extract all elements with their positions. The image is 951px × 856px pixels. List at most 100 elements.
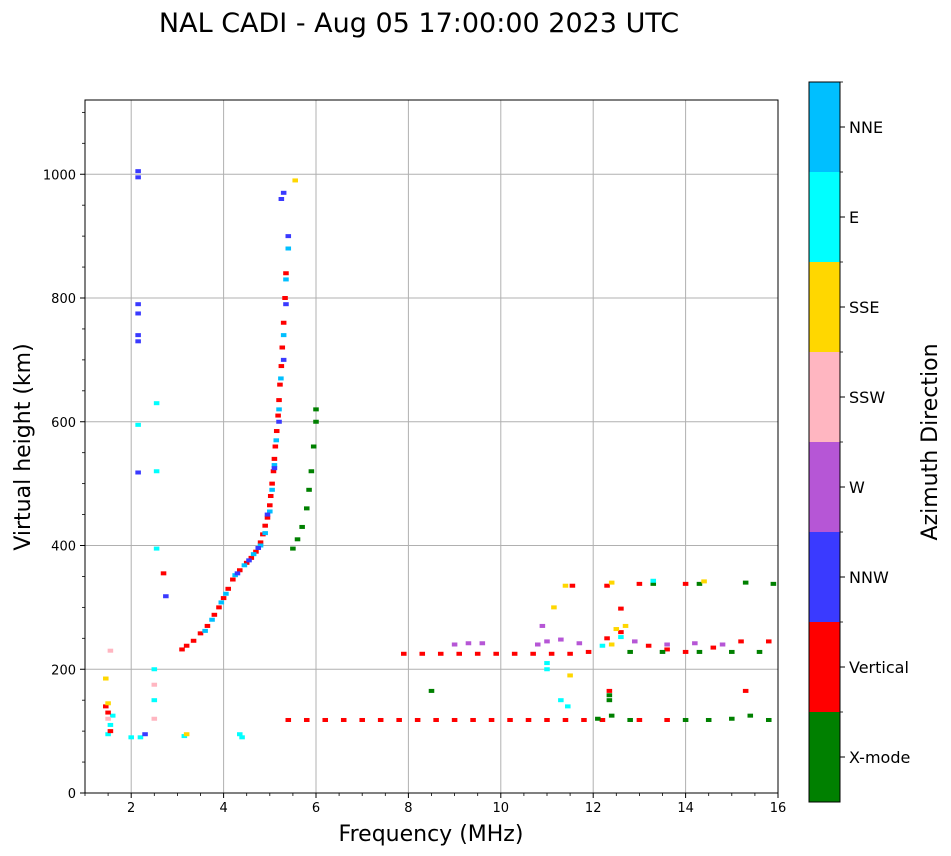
- echo-point: [135, 302, 141, 307]
- echo-point: [234, 571, 241, 576]
- echo-markers: [103, 169, 777, 740]
- echo-point: [294, 537, 301, 542]
- echo-point: [507, 717, 513, 722]
- echo-point: [135, 175, 141, 180]
- echo-point: [313, 407, 319, 412]
- colorbar-tick-label: NNW: [849, 568, 889, 587]
- echo-point: [197, 631, 204, 636]
- echo-point: [306, 487, 312, 492]
- x-tick-label: 8: [404, 801, 412, 816]
- echo-point: [729, 716, 735, 721]
- echo-point: [710, 645, 717, 650]
- echo-point: [105, 716, 111, 721]
- echo-point: [511, 651, 518, 656]
- echo-point: [151, 716, 158, 721]
- colorbar-segment: [809, 712, 840, 802]
- echo-point: [105, 732, 111, 737]
- echo-point: [278, 376, 284, 381]
- echo-point: [581, 717, 587, 722]
- echo-point: [479, 641, 486, 646]
- echo-point: [451, 717, 458, 722]
- echo-point: [204, 623, 211, 628]
- colorbar-segment: [809, 82, 840, 172]
- echo-point: [105, 710, 111, 715]
- echo-point: [151, 667, 158, 672]
- echo-point: [283, 277, 289, 282]
- echo-point: [569, 583, 576, 588]
- echo-point: [137, 735, 144, 740]
- echo-point: [209, 617, 215, 622]
- echo-point: [109, 713, 116, 718]
- y-tick-label: 0: [68, 787, 76, 802]
- echo-point: [225, 586, 231, 591]
- echo-point: [682, 649, 689, 654]
- echo-point: [282, 296, 288, 300]
- colorbar-label: Azimuth Direction: [918, 343, 943, 540]
- echo-point: [280, 357, 287, 362]
- echo-point: [544, 661, 550, 666]
- echo-point: [253, 549, 259, 554]
- echo-point: [539, 623, 546, 628]
- echo-point: [223, 591, 229, 596]
- y-tick-label: 200: [51, 663, 76, 678]
- echo-point: [292, 178, 298, 183]
- echo-point: [271, 456, 278, 461]
- echo-point: [270, 469, 277, 474]
- echo-point: [377, 717, 384, 722]
- colorbar-tick-label: SSE: [849, 298, 879, 317]
- echo-point: [565, 704, 571, 709]
- echo-point: [659, 649, 666, 654]
- colorbar-segment: [809, 622, 840, 712]
- echo-point: [153, 401, 160, 406]
- echo-point: [183, 643, 190, 648]
- echo-point: [465, 641, 472, 646]
- echo-point: [470, 717, 476, 722]
- echo-point: [742, 580, 749, 585]
- echo-point: [273, 438, 280, 443]
- echo-point: [250, 552, 257, 557]
- echo-point: [599, 717, 606, 722]
- x-axis-label: Frequency (MHz): [339, 822, 524, 847]
- echo-point: [396, 717, 402, 722]
- echo-point: [264, 512, 271, 517]
- echo-point: [269, 487, 275, 492]
- echo-point: [534, 642, 541, 647]
- echo-point: [303, 717, 310, 722]
- echo-point: [151, 682, 158, 687]
- x-tick-label: 16: [770, 801, 787, 816]
- echo-point: [103, 676, 109, 681]
- colorbar-tick-label: SSW: [849, 388, 885, 407]
- colorbar-tick-label: E: [849, 208, 859, 227]
- echo-point: [608, 713, 615, 718]
- axis-ticks: 2 4 6 8 10 12 14 16 0 200 400 600 800 1000: [43, 111, 787, 816]
- chart-title: NAL CADI - Aug 05 17:00:00 2023 UTC: [159, 8, 679, 39]
- echo-point: [433, 717, 439, 722]
- echo-point: [153, 469, 160, 474]
- echo-point: [128, 735, 134, 740]
- echo-point: [562, 717, 569, 722]
- echo-point: [280, 333, 287, 338]
- colorbar-segment: [809, 352, 840, 442]
- echo-point: [606, 698, 613, 703]
- colorbar-segment: [809, 442, 840, 532]
- echo-point: [151, 698, 158, 703]
- echo-point: [153, 546, 160, 551]
- echo-point: [664, 647, 670, 652]
- colorbar-segment: [809, 172, 840, 262]
- echo-point: [567, 673, 573, 678]
- echo-point: [241, 563, 248, 568]
- echo-point: [705, 717, 712, 722]
- echo-point: [236, 732, 243, 737]
- echo-point: [135, 339, 141, 344]
- echo-point: [290, 546, 296, 551]
- echo-point: [283, 271, 289, 276]
- echo-point: [474, 651, 481, 656]
- echo-point: [313, 419, 319, 424]
- echo-point: [135, 470, 141, 475]
- colorbar-segment: [809, 262, 840, 352]
- echo-point: [211, 612, 218, 617]
- echo-point: [650, 578, 657, 583]
- echo-point: [437, 651, 444, 656]
- echo-point: [765, 639, 772, 644]
